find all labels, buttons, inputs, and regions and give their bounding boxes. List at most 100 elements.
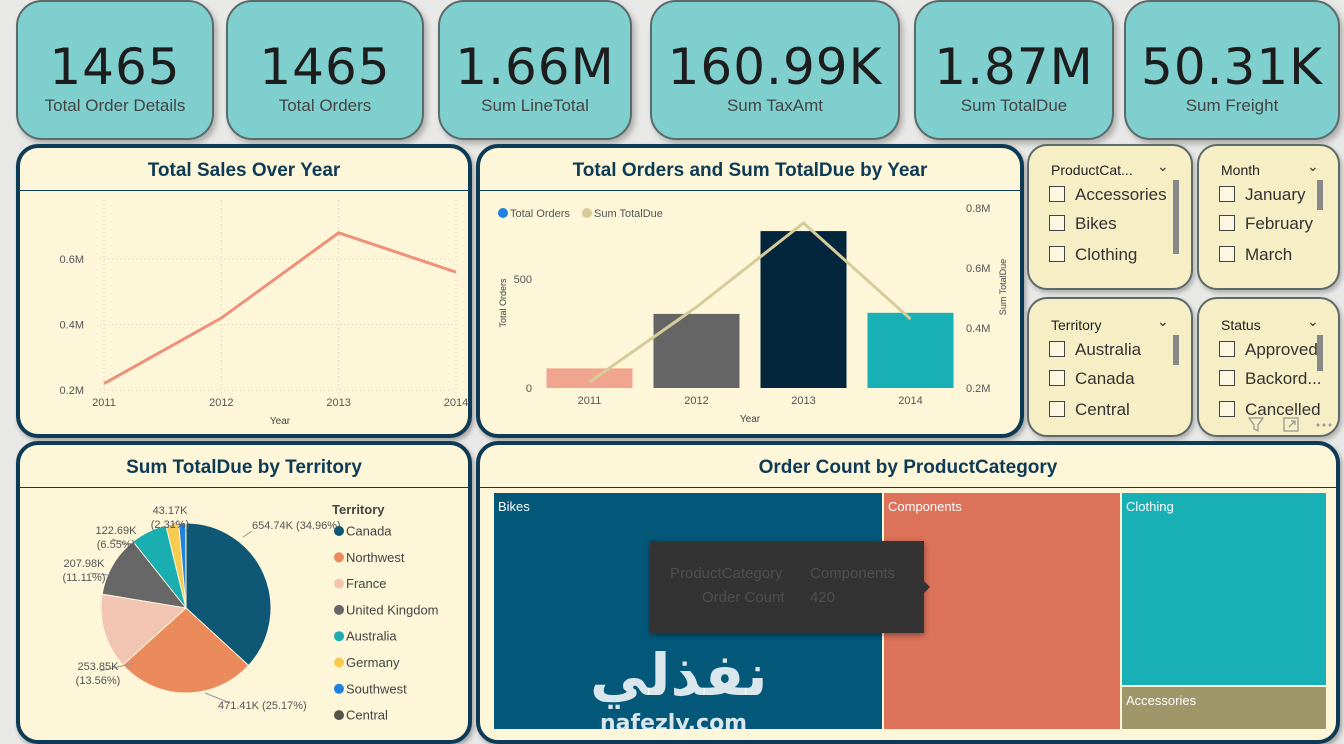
chevron-down-icon[interactable]: ⌄ xyxy=(1157,313,1169,330)
slicer-option[interactable]: February xyxy=(1219,213,1313,235)
filter-icon[interactable] xyxy=(1249,418,1263,431)
tile-label: Accessories xyxy=(1126,693,1196,708)
focus-mode-icon[interactable] xyxy=(1284,418,1298,431)
chevron-down-icon[interactable]: ⌄ xyxy=(1307,158,1319,175)
legend-marker xyxy=(334,684,344,694)
kpi-card-sum-freight[interactable]: 50.31K Sum Freight xyxy=(1124,0,1340,140)
bar xyxy=(868,313,954,388)
legend-marker xyxy=(582,208,592,218)
slice-label: 207.98K xyxy=(64,558,106,570)
checkbox[interactable] xyxy=(1049,341,1065,357)
slicer-option[interactable]: Bikes xyxy=(1049,213,1117,235)
slice-label: 253.85K xyxy=(78,661,120,673)
x-tick-label: 2013 xyxy=(791,395,815,407)
checkbox[interactable] xyxy=(1219,370,1235,386)
chevron-down-icon[interactable]: ⌄ xyxy=(1157,158,1169,175)
checkbox[interactable] xyxy=(1049,186,1065,202)
slicer-header: Month xyxy=(1221,162,1260,178)
y-tick-label: 0.4M xyxy=(60,320,84,332)
tooltip-key: ProductCategory xyxy=(670,565,783,582)
pie-chart-panel[interactable]: Sum TotalDue by Territory 654.74K (34.96… xyxy=(16,441,472,744)
tooltip: ProductCategory Components Order Count 4… xyxy=(650,541,924,633)
slicer-option[interactable]: March xyxy=(1219,244,1292,266)
tile-label: Clothing xyxy=(1126,499,1174,514)
kpi-card-sum-totaldue[interactable]: 1.87M Sum TotalDue xyxy=(914,0,1114,140)
checkbox[interactable] xyxy=(1049,370,1065,386)
slicer-territory[interactable]: Territory ⌄ Australia Canada Central xyxy=(1027,297,1193,437)
legend-label: Northwest xyxy=(346,550,405,565)
tooltip-value: 420 xyxy=(810,589,835,606)
y2-tick-label: 0.2M xyxy=(966,383,990,395)
slice-label: 122.69K xyxy=(96,525,138,537)
chart-title: Order Count by ProductCategory xyxy=(480,457,1336,479)
slice-label: 654.74K (34.96%) xyxy=(252,520,341,532)
slicer-status[interactable]: Status ⌄ Approved Backord... Cancelled xyxy=(1197,297,1340,437)
slicer-option[interactable]: Central xyxy=(1049,399,1130,421)
kpi-card-sum-linetotal[interactable]: 1.66M Sum LineTotal xyxy=(438,0,632,140)
bar xyxy=(547,368,633,388)
kpi-card-total-orders[interactable]: 1465 Total Orders xyxy=(226,0,424,140)
kpi-value: 1.66M xyxy=(440,42,630,92)
checkbox[interactable] xyxy=(1049,246,1065,262)
slicer-header: Territory xyxy=(1051,317,1102,333)
slicer-option[interactable]: Backord... xyxy=(1219,368,1322,390)
slicer-option[interactable]: Accessories xyxy=(1049,184,1167,206)
legend-marker xyxy=(334,631,344,641)
chevron-down-icon[interactable]: ⌄ xyxy=(1307,313,1319,330)
kpi-label: Sum Freight xyxy=(1126,96,1338,116)
scrollbar[interactable] xyxy=(1317,180,1323,210)
treemap-tile-clothing[interactable]: Clothing xyxy=(1122,493,1326,685)
kpi-label: Sum TaxAmt xyxy=(652,96,898,116)
kpi-value: 1465 xyxy=(18,42,212,92)
y2-tick-label: 0.6M xyxy=(966,263,990,275)
pie-chart: 654.74K (34.96%)471.41K (25.17%)253.85K(… xyxy=(20,445,468,740)
checkbox[interactable] xyxy=(1219,186,1235,202)
x-tick-label: 2014 xyxy=(898,395,922,407)
slicer-option[interactable]: Approved xyxy=(1219,339,1318,361)
checkbox[interactable] xyxy=(1219,215,1235,231)
treemap-tile-accessories[interactable]: Accessories xyxy=(1122,687,1326,729)
scrollbar[interactable] xyxy=(1173,180,1179,254)
y-tick-label: 0 xyxy=(526,383,532,395)
scrollbar[interactable] xyxy=(1173,335,1179,365)
x-axis-title: Year xyxy=(270,416,291,427)
more-options-icon[interactable] xyxy=(1317,424,1332,427)
checkbox[interactable] xyxy=(1049,401,1065,417)
y2-axis-title: Sum TotalDue xyxy=(998,259,1008,315)
checkbox[interactable] xyxy=(1219,246,1235,262)
y2-tick-label: 0.8M xyxy=(966,203,990,215)
bar xyxy=(654,314,740,388)
slicer-option[interactable]: January xyxy=(1219,184,1305,206)
treemap-panel[interactable]: Order Count by ProductCategory Bikes Com… xyxy=(476,441,1340,744)
slicer-option[interactable]: Australia xyxy=(1049,339,1141,361)
legend-label: Sum TotalDue xyxy=(594,208,663,220)
checkbox[interactable] xyxy=(1049,215,1065,231)
slicer-productcategory[interactable]: ProductCat... ⌄ Accessories Bikes Clothi… xyxy=(1027,144,1193,290)
checkbox[interactable] xyxy=(1219,401,1235,417)
scrollbar[interactable] xyxy=(1317,335,1323,371)
legend-marker xyxy=(334,658,344,668)
legend-marker xyxy=(334,526,344,536)
legend-label: Central xyxy=(346,708,388,723)
y-axis-title: Total Orders xyxy=(498,278,508,328)
y-tick-label: 0.6M xyxy=(60,254,84,266)
slicer-option[interactable]: Clothing xyxy=(1049,244,1137,266)
leader-line xyxy=(243,531,252,537)
slicer-month[interactable]: Month ⌄ January February March xyxy=(1197,144,1340,290)
slicer-header: ProductCat... xyxy=(1051,162,1133,178)
kpi-card-total-order-details[interactable]: 1465 Total Order Details xyxy=(16,0,214,140)
series-line xyxy=(104,233,456,384)
kpi-label: Total Order Details xyxy=(18,96,212,116)
slicer-option[interactable]: Canada xyxy=(1049,368,1135,390)
legend-label: Australia xyxy=(346,629,397,644)
checkbox[interactable] xyxy=(1219,341,1235,357)
legend-label: Southwest xyxy=(346,681,407,696)
kpi-label: Sum LineTotal xyxy=(440,96,630,116)
kpi-card-sum-taxamt[interactable]: 160.99K Sum TaxAmt xyxy=(650,0,900,140)
visual-header-icons xyxy=(1245,415,1339,435)
title-divider xyxy=(480,487,1336,488)
